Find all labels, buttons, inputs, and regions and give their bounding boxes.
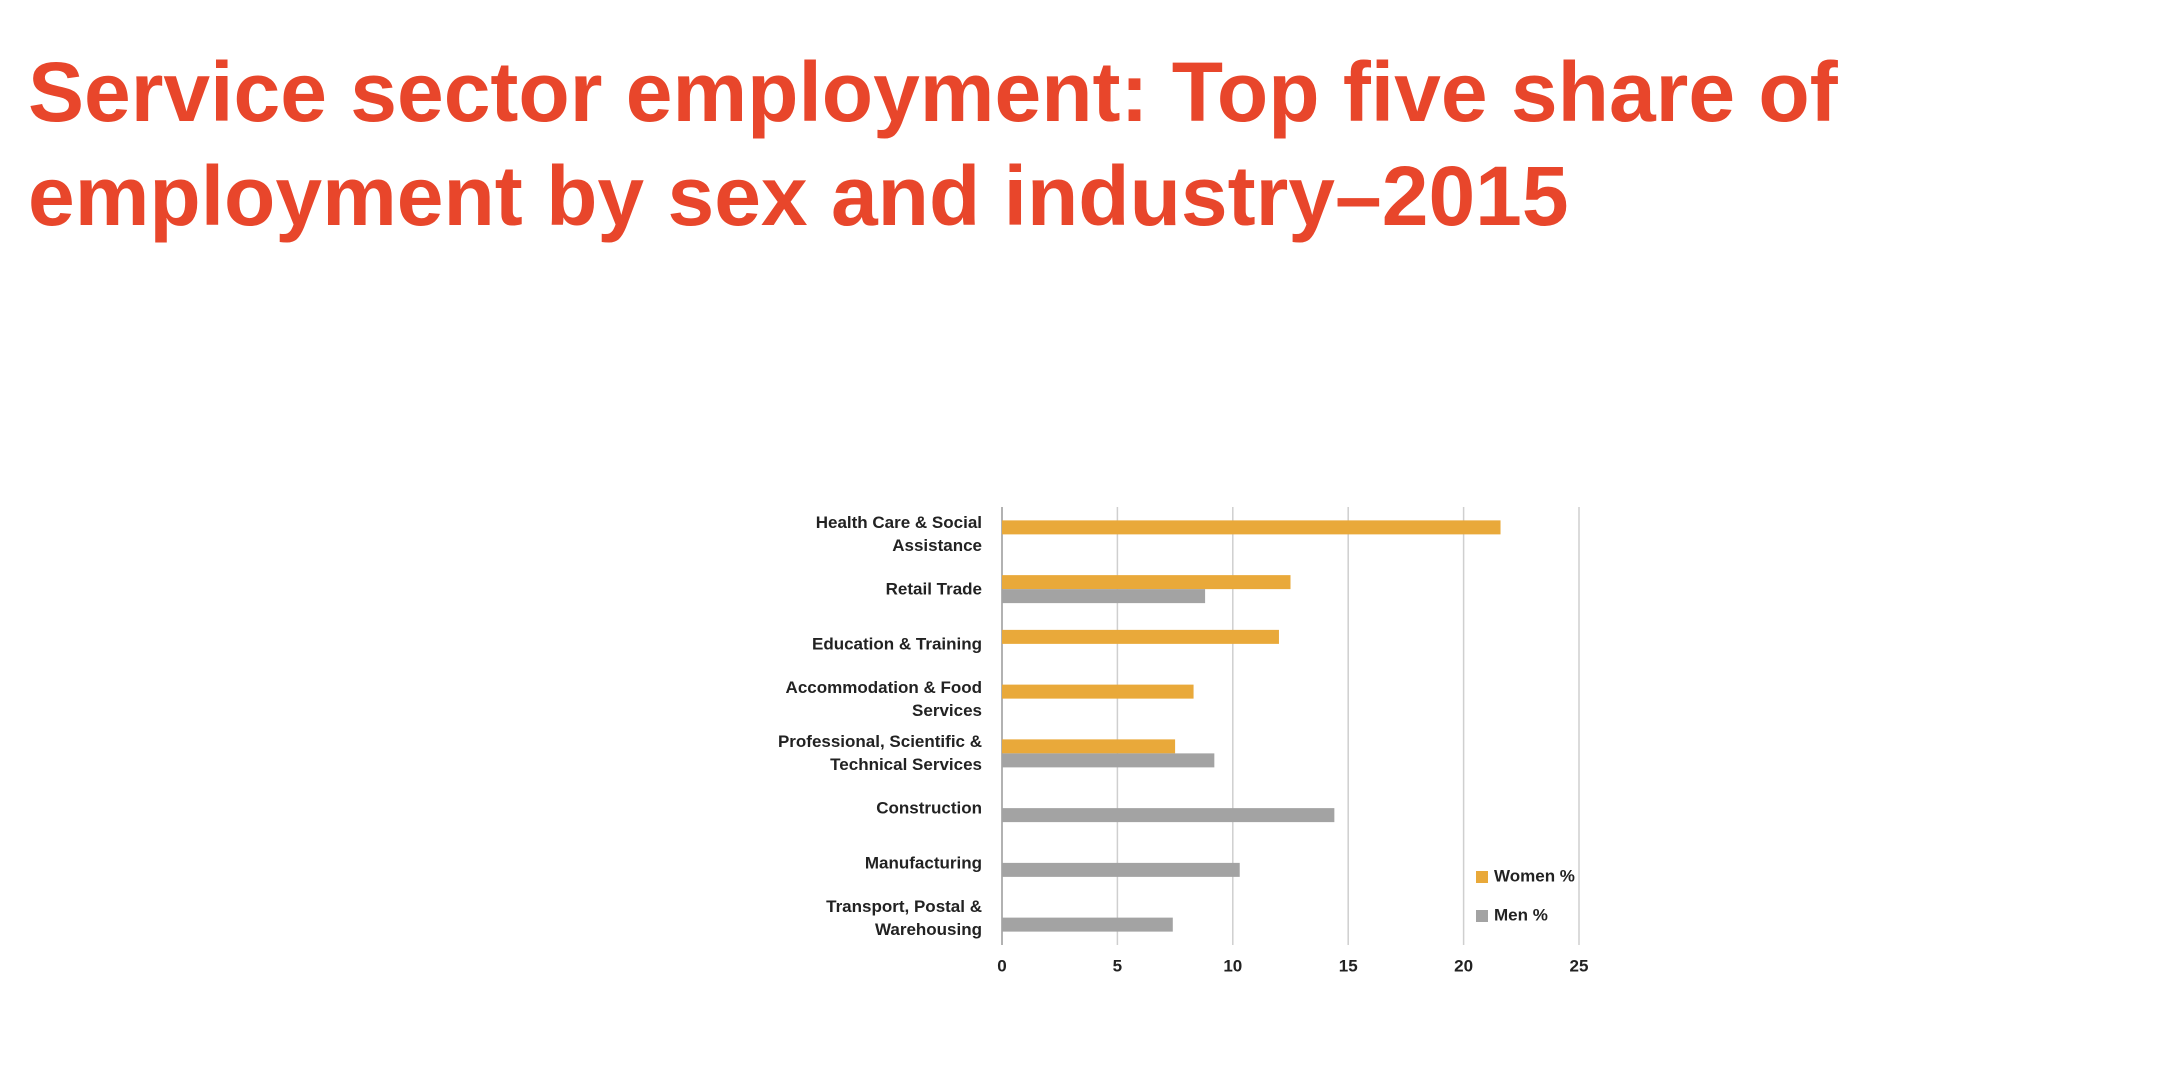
bar xyxy=(1002,862,1240,877)
bar xyxy=(1002,808,1335,823)
bar xyxy=(1002,739,1176,754)
x-tick-label: 10 xyxy=(1223,956,1242,975)
bar xyxy=(1002,520,1501,535)
y-tick-label: Accommodation & Food Services xyxy=(785,677,982,720)
y-tick-label: Health Care & Social Assistance xyxy=(815,513,982,556)
y-tick-label: Professional, Scientific & Technical Ser… xyxy=(777,732,982,775)
y-tick-label: Education & Training xyxy=(811,634,982,654)
legend-label: Men % xyxy=(1494,905,1548,924)
bar xyxy=(1002,629,1279,644)
legend-swatch xyxy=(1476,910,1488,922)
y-tick-label: Retail Trade xyxy=(885,579,982,599)
x-tick-label: 5 xyxy=(1113,956,1122,975)
y-tick-label: Transport, Postal & Warehousing xyxy=(826,896,982,939)
legend-label: Women % xyxy=(1494,866,1575,885)
bar xyxy=(1002,575,1291,590)
bar xyxy=(1002,917,1173,932)
x-tick-label: 20 xyxy=(1454,956,1473,975)
y-tick-label: Construction xyxy=(876,798,982,818)
legend-swatch xyxy=(1476,871,1488,883)
bar xyxy=(1002,589,1206,604)
bar xyxy=(1002,753,1215,768)
x-tick-label: 0 xyxy=(997,956,1006,975)
x-tick-label: 15 xyxy=(1339,956,1358,975)
y-tick-label: Manufacturing xyxy=(864,853,982,873)
chart-title: Service sector employment: Top five shar… xyxy=(28,45,1838,243)
bar xyxy=(1002,684,1194,699)
x-tick-label: 25 xyxy=(1570,956,1589,975)
